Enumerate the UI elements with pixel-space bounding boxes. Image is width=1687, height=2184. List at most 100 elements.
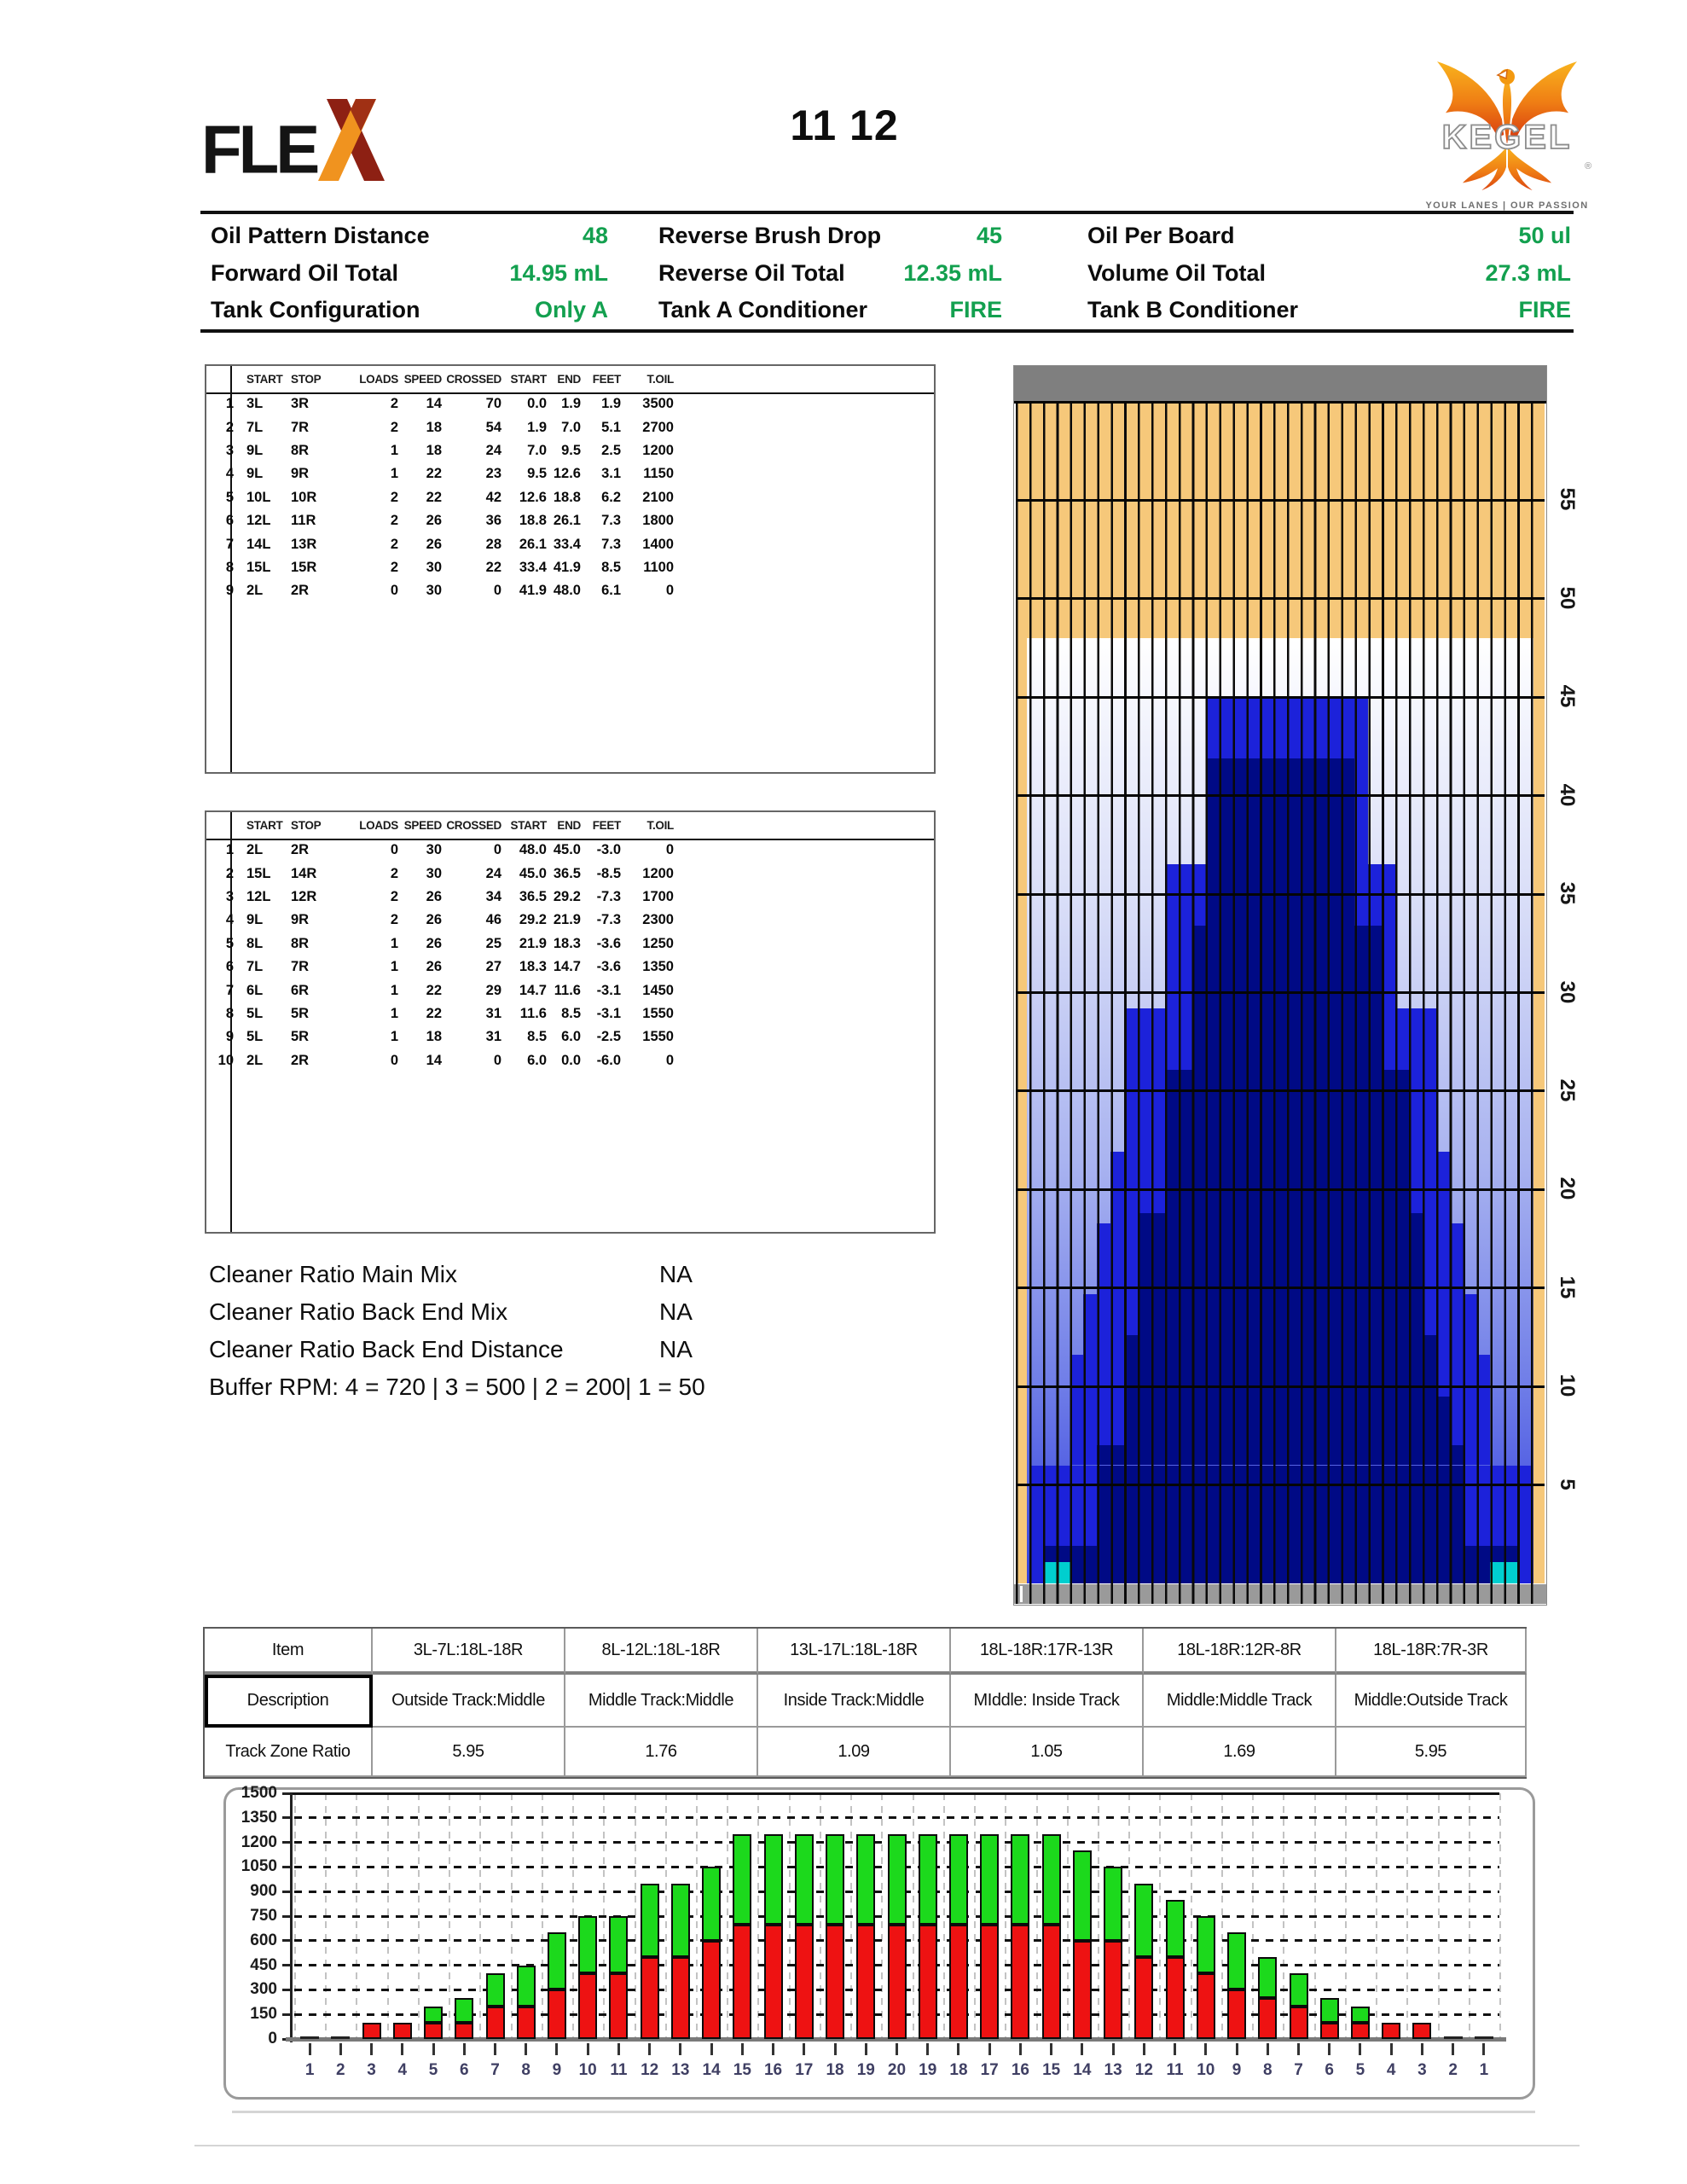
cell: 26.1 bbox=[553, 513, 581, 529]
track-header-cell: 18L-18R:17R-13R bbox=[951, 1629, 1144, 1675]
cell: 31 bbox=[485, 1005, 501, 1021]
x-axis-tick bbox=[1018, 2043, 1022, 2055]
cell: 11.6 bbox=[519, 1005, 547, 1021]
cell: 5 bbox=[225, 935, 234, 951]
x-axis-label: 15 bbox=[733, 2061, 751, 2079]
cell: 1 bbox=[225, 842, 234, 858]
cell: 1 bbox=[225, 396, 234, 412]
cell: 25 bbox=[485, 935, 501, 951]
red-bar bbox=[1350, 2022, 1370, 2039]
table-row: 9 5L 5R 1 18 31 8.5 6.0 -2.5 1550 bbox=[206, 1025, 674, 1048]
green-bar bbox=[1041, 1834, 1061, 1925]
cell: 26.1 bbox=[519, 536, 547, 552]
y-axis-tick bbox=[282, 1890, 290, 1893]
column-header: START bbox=[510, 819, 548, 832]
green-bar bbox=[887, 1834, 907, 1925]
cell: -3.1 bbox=[596, 982, 621, 998]
cell: 9R bbox=[291, 912, 310, 928]
pindeck bbox=[1014, 366, 1546, 402]
cell: 12.6 bbox=[519, 489, 547, 505]
cell: 10 bbox=[217, 1052, 234, 1068]
x-axis-line bbox=[286, 2037, 1506, 2042]
cell: 15L bbox=[246, 865, 271, 881]
lane-distance-label: 20 bbox=[1556, 1176, 1579, 1200]
cell: 6 bbox=[225, 513, 234, 529]
info-value: FIRE bbox=[1518, 297, 1571, 322]
y-axis-label: 300 bbox=[250, 1980, 277, 1999]
cell: 1350 bbox=[642, 959, 674, 975]
cell: 21.9 bbox=[553, 912, 581, 928]
cell: 2 bbox=[390, 536, 398, 552]
cell: 1.9 bbox=[527, 419, 547, 435]
green-bar bbox=[826, 1834, 845, 1925]
red-bar bbox=[1412, 2022, 1432, 2039]
table-row: 7 14L 13R 2 26 28 26.1 33.4 7.3 1400 bbox=[206, 532, 674, 555]
track-header-cell: 18L-18R:12R-8R bbox=[1144, 1629, 1336, 1675]
track-cell: Middle:Middle Track bbox=[1144, 1675, 1336, 1728]
column-header: LOADS bbox=[359, 373, 398, 386]
cell: 2 bbox=[390, 419, 398, 435]
cell: 9L bbox=[246, 466, 264, 482]
distance-gridline bbox=[1016, 991, 1545, 994]
cell: -6.0 bbox=[596, 1052, 621, 1068]
chart-top-line bbox=[290, 1792, 1499, 1795]
track-cell: 1.09 bbox=[758, 1728, 951, 1777]
x-axis-tick bbox=[1111, 2043, 1115, 2055]
x-axis-label: 4 bbox=[397, 2061, 408, 2079]
red-bar bbox=[547, 1989, 566, 2039]
cell: 8.5 bbox=[561, 1005, 581, 1021]
y-axis-line bbox=[290, 1793, 293, 2042]
green-bar bbox=[1319, 1998, 1339, 2023]
x-axis-label: 5 bbox=[1355, 2061, 1365, 2079]
cell: 1250 bbox=[642, 935, 674, 951]
x-axis-label: 4 bbox=[1386, 2061, 1396, 2079]
column-header: END bbox=[557, 819, 581, 832]
cell: 8.5 bbox=[527, 1029, 547, 1045]
table-gutter-line bbox=[230, 366, 232, 772]
cell: 31 bbox=[485, 1029, 501, 1045]
cell: 6.0 bbox=[527, 1052, 547, 1068]
info-value: Only A bbox=[534, 297, 608, 322]
cell: 18.3 bbox=[519, 959, 547, 975]
cleaner-ratio-label: Cleaner Ratio Back End Mix bbox=[209, 1298, 508, 1325]
red-bar bbox=[1258, 1998, 1278, 2039]
x-axis-tick bbox=[772, 2043, 775, 2055]
cell: -3.0 bbox=[596, 842, 621, 858]
kegel-logo: KEGEL ® YOUR LANES | OUR PASSION bbox=[1417, 49, 1597, 211]
cell: 27 bbox=[485, 959, 501, 975]
cell: 5R bbox=[291, 1029, 310, 1045]
cleaner-ratio-value: NA bbox=[659, 1261, 693, 1287]
red-bar bbox=[918, 1924, 937, 2039]
column-header: END bbox=[557, 373, 581, 386]
buffer-rpm-line: Buffer RPM: 4 = 720 | 3 = 500 | 2 = 200|… bbox=[209, 1374, 705, 1400]
cleaner-ratio-label: Cleaner Ratio Back End Distance bbox=[209, 1336, 564, 1362]
cell: 26 bbox=[426, 935, 442, 951]
green-bar bbox=[485, 1973, 505, 2007]
info-value: 50 ul bbox=[1518, 223, 1571, 248]
cell: -2.5 bbox=[596, 1029, 621, 1045]
cell: 21.9 bbox=[519, 935, 547, 951]
red-bar bbox=[609, 1973, 629, 2039]
red-bar bbox=[1104, 1940, 1123, 2039]
red-bar bbox=[1134, 1957, 1154, 2039]
cell: 1 bbox=[390, 959, 398, 975]
registered-mark: ® bbox=[1585, 161, 1591, 171]
cell: 18.3 bbox=[553, 935, 581, 951]
red-bar bbox=[887, 1924, 907, 2039]
cell: 33.4 bbox=[519, 559, 547, 575]
red-bar bbox=[362, 2022, 381, 2039]
lane-distance-label: 25 bbox=[1556, 1078, 1579, 1102]
distance-gridline bbox=[1016, 498, 1545, 502]
info-label: Reverse Brush Drop bbox=[658, 223, 882, 248]
green-bar bbox=[918, 1834, 937, 1925]
cell: 18 bbox=[426, 442, 442, 458]
cell: -7.3 bbox=[596, 888, 621, 904]
red-bar bbox=[1319, 2022, 1339, 2039]
cell: 8R bbox=[291, 935, 310, 951]
cell: 12L bbox=[246, 888, 271, 904]
cell: 70 bbox=[485, 396, 501, 412]
cell: 45.0 bbox=[519, 865, 547, 881]
lane-distance-label: 15 bbox=[1556, 1275, 1579, 1299]
x-axis-tick bbox=[864, 2043, 867, 2055]
cell: 9L bbox=[246, 912, 264, 928]
